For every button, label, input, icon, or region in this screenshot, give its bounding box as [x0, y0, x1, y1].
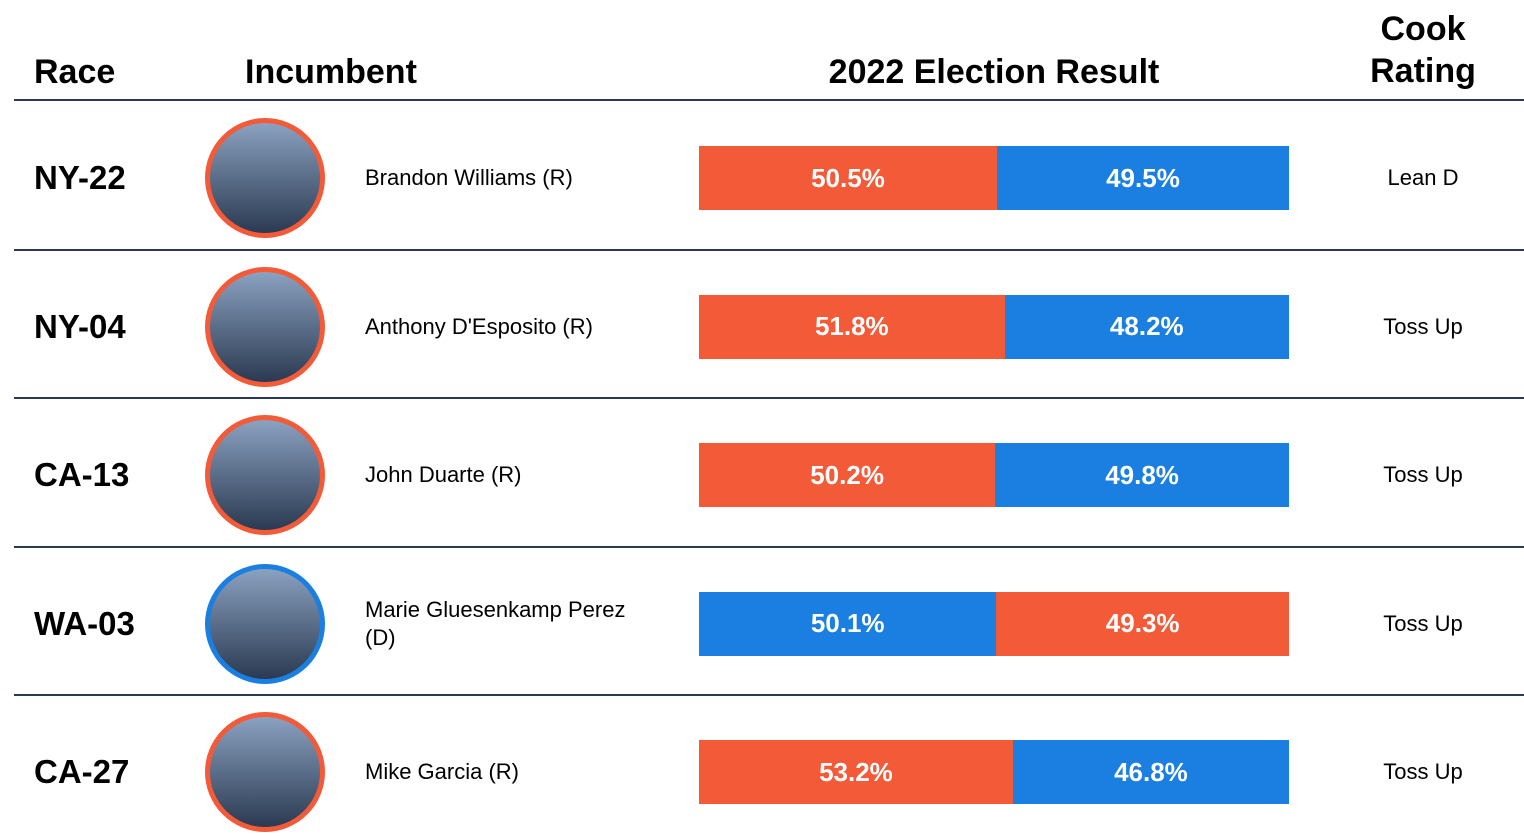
header-result: 2022 Election Result — [828, 53, 1160, 91]
portrait — [205, 563, 325, 684]
result-bar: 50.1% — [699, 591, 997, 656]
header-incumbent: Incumbent — [245, 53, 417, 91]
result-bar: 50.2% — [699, 443, 996, 508]
header-race: Race — [34, 53, 116, 91]
race: NY-22 — [34, 159, 126, 197]
rating: Toss Up — [1383, 610, 1463, 636]
incumbent-name: John Duarte (R) — [365, 462, 522, 488]
header-rating: Cook Rating — [1370, 10, 1476, 90]
race: CA-13 — [34, 456, 130, 494]
result-label: 49.8% — [1105, 459, 1179, 490]
rating: Toss Up — [1383, 313, 1463, 339]
result-label: 49.3% — [1105, 608, 1180, 639]
rating: Toss Up — [1383, 462, 1463, 488]
result-label: 48.2% — [1109, 311, 1184, 342]
row-rule — [14, 397, 1524, 399]
race: WA-03 — [34, 604, 135, 642]
result-bar: 46.8% — [1012, 740, 1289, 805]
result-bar: 49.8% — [995, 443, 1289, 508]
row-rule — [14, 694, 1524, 696]
portrait — [205, 712, 325, 833]
incumbent-name: Anthony D'Esposito (R) — [365, 313, 593, 339]
row-rule — [14, 545, 1524, 548]
rating: Lean D — [1387, 165, 1459, 191]
portrait — [205, 266, 325, 387]
result-label: 49.5% — [1106, 162, 1180, 193]
portrait — [205, 415, 325, 536]
race: CA-27 — [34, 753, 130, 791]
portrait — [205, 118, 325, 239]
result-bar: 53.2% — [699, 740, 1013, 805]
incumbent-name: Brandon Williams (R) — [365, 165, 573, 191]
incumbent-name: Mike Garcia (R) — [365, 759, 520, 785]
result-label: 50.2% — [810, 459, 884, 490]
row-rule — [14, 248, 1524, 251]
result-label: 46.8% — [1114, 756, 1188, 787]
result-bar: 49.3% — [996, 591, 1289, 656]
header-rule — [14, 99, 1524, 101]
result-label: 51.8% — [814, 311, 889, 342]
result-bar: 48.2% — [1004, 294, 1289, 359]
result-bar: 49.5% — [996, 146, 1289, 211]
incumbent-name: Marie Gluesenkamp Perez (D) — [365, 596, 626, 650]
rating: Toss Up — [1383, 759, 1463, 785]
race: NY-04 — [34, 307, 126, 345]
result-bar: 50.5% — [699, 146, 997, 211]
result-label: 53.2% — [819, 756, 893, 787]
result-label: 50.5% — [811, 162, 885, 193]
result-label: 50.1% — [810, 608, 885, 639]
result-bar: 51.8% — [699, 294, 1005, 359]
